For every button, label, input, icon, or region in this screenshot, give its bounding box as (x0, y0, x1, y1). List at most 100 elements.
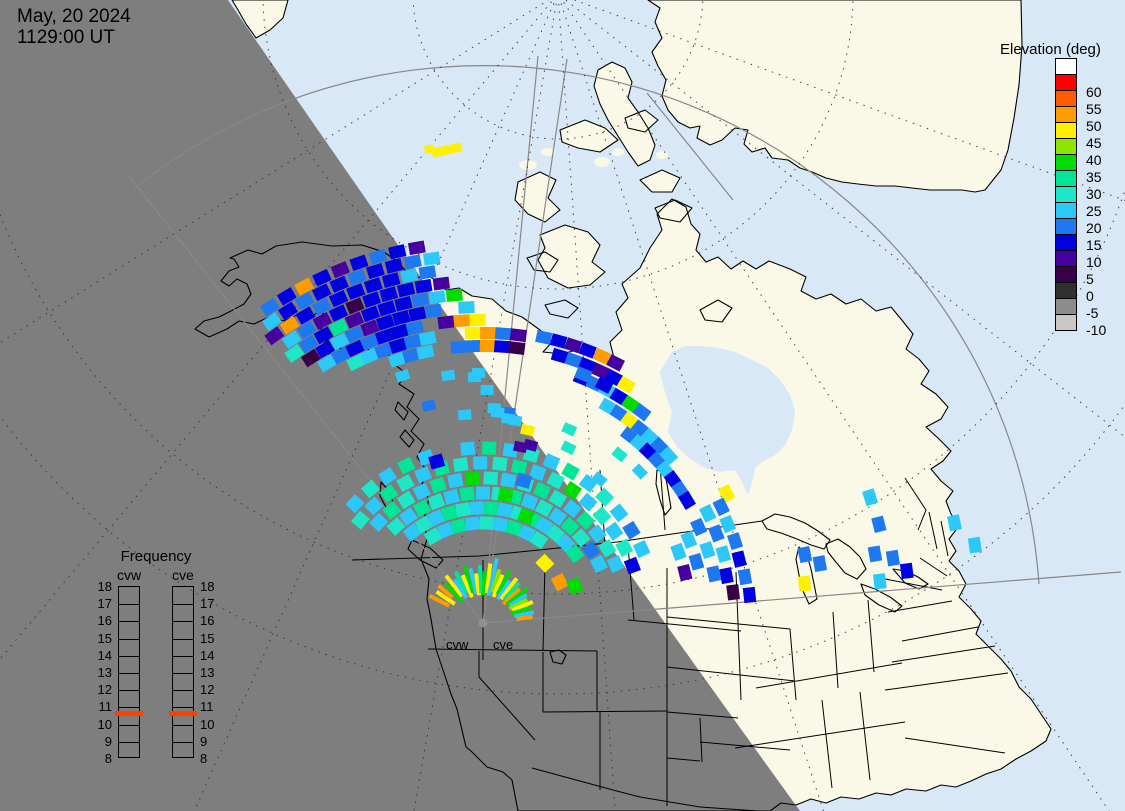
graticule-meridian (565, 0, 1125, 438)
echo-cell-mid-range-scatter (480, 384, 494, 396)
echo-cell-near-range-ring (459, 486, 475, 502)
echo-spoke (513, 610, 535, 619)
elevation-colorbar-cell (1055, 218, 1077, 235)
elevation-colorbar-cell (1055, 234, 1077, 251)
echo-cell-near-range-ring (345, 494, 365, 514)
echo-cell-near-range-ring (428, 453, 446, 470)
echo-cell-near-range-ring (622, 520, 641, 540)
echo-cell-cvw-far-field (374, 328, 394, 345)
elevation-tick-label: 50 (1086, 118, 1102, 134)
graticule-meridian (0, 1, 552, 660)
elevation-tick-label: 55 (1086, 101, 1102, 117)
echo-cell-cve-far-field (535, 329, 553, 345)
echo-cell-near-range-ring (481, 441, 497, 455)
echo-cell-near-range-ring (452, 457, 469, 472)
echo-cell-cvw-far-field (493, 340, 511, 354)
echo-cell-cve-far-field (564, 337, 583, 354)
echo-cell-cvw-far-field (330, 261, 350, 279)
echo-cell-cvw-far-field (374, 342, 394, 359)
echo-cell-near-range-ring (483, 471, 498, 486)
echo-cell-near-range-ring (632, 539, 651, 559)
frequency-label-right: 11 (200, 699, 214, 715)
frequency-tick (119, 707, 139, 709)
echo-cell-near-range-ring (402, 522, 422, 542)
echo-cell-cvw-far-field (437, 315, 455, 330)
date-text: May, 20 2024 (17, 6, 131, 27)
echo-cell-cve-far-field (670, 542, 687, 561)
echo-cell-cvw-far-field (359, 347, 380, 365)
echo-cell-near-range-ring (492, 456, 508, 472)
echo-spoke (428, 593, 451, 608)
echo-cell-cve-far-field (690, 517, 708, 537)
elevation-tick-label: 45 (1086, 135, 1102, 151)
echo-spoke (490, 568, 502, 593)
frequency-tick (119, 690, 139, 692)
frequency-label-right: 12 (200, 682, 215, 698)
echo-cell-near-range-ring (561, 462, 580, 481)
echo-cell-near-range-ring (382, 500, 402, 520)
elevation-colorbar-cell (1055, 154, 1077, 171)
echo-cell-cvw-far-field (315, 340, 335, 359)
echo-cell-cvw-far-field (346, 353, 366, 372)
echo-cell-near-range-ring (473, 456, 488, 470)
echo-cell-mid-range-scatter (520, 423, 535, 437)
echo-cell-near-range-ring (571, 528, 591, 548)
echo-cell-cve-far-field (632, 402, 652, 422)
echo-cell-near-range-ring (517, 524, 536, 543)
radar-site-dot (478, 618, 488, 628)
echo-cell-cve-far-field (706, 565, 722, 583)
echo-cell-near-range-ring (592, 506, 612, 526)
echo-cell-cvw-far-field (284, 343, 305, 364)
echo-cell-cvw-far-field (276, 287, 297, 306)
frequency-column-header-cve: cve (172, 567, 194, 583)
echo-cell-cve-far-field (688, 552, 705, 571)
echo-spoke (453, 578, 469, 599)
echo-cell-cve-far-field (719, 514, 737, 534)
echo-cell-cve-far-field (727, 532, 744, 551)
elevation-colorbar-cell (1055, 170, 1077, 187)
echo-cell-near-range-ring (364, 496, 384, 516)
echo-cell-cve-far-field (659, 446, 679, 466)
echo-cell-cvw-far-field (360, 319, 380, 337)
echo-spoke (499, 577, 519, 601)
elevation-tick-label: -5 (1086, 305, 1099, 321)
frequency-label-right: 15 (200, 630, 215, 646)
lake-superior (761, 513, 831, 550)
frequency-scale-cve (172, 586, 194, 758)
frequency-tick (173, 707, 193, 709)
echo-spoke (505, 586, 529, 607)
echo-cell-cvw-far-field (261, 312, 282, 332)
echo-cell-cvw-far-field (388, 337, 408, 354)
echo-cell-near-range-ring (560, 516, 580, 536)
echo-spoke (496, 579, 512, 601)
echo-cell-cvw-far-field (403, 254, 422, 270)
echo-cell-cvw-far-field (330, 346, 351, 365)
echo-cell-near-range-ring (465, 471, 481, 486)
elevation-colorbar-cell (1055, 74, 1077, 91)
echo-cell-cvw-far-field (509, 328, 528, 343)
echo-cell-near-range-ring (397, 456, 416, 475)
frequency-tick (119, 655, 139, 657)
echo-cell-cve-far-field (591, 362, 610, 380)
echo-cell-cvw-far-field (316, 354, 337, 373)
echo-cell-cve-far-field (678, 490, 697, 510)
echo-spoke (508, 597, 529, 611)
echo-cell-near-range-ring (595, 487, 615, 507)
echo-cell-cvw-far-field (328, 289, 349, 308)
echo-cell-mid-range-scatter (394, 368, 411, 383)
echo-cell-cve-far-field (797, 546, 813, 564)
frequency-label-right: 10 (200, 716, 215, 732)
echo-cell-near-range-ring (562, 499, 582, 519)
frequency-label-left: 16 (97, 613, 112, 629)
echo-cell-cvw-far-field (423, 251, 441, 266)
datetime-stamp: May, 20 2024 1129:00 UT (17, 6, 131, 48)
echo-cell-mid-range-scatter (490, 407, 505, 418)
echo-cell-near-range-ring (535, 553, 555, 573)
frequency-label-left: 13 (97, 665, 112, 680)
echo-cell-mid-range-scatter (611, 446, 628, 463)
echo-cell-cvw-far-field (465, 339, 482, 353)
frequency-tick (119, 638, 139, 640)
echo-spoke (435, 590, 456, 606)
echo-cell-near-range-ring (550, 572, 569, 592)
